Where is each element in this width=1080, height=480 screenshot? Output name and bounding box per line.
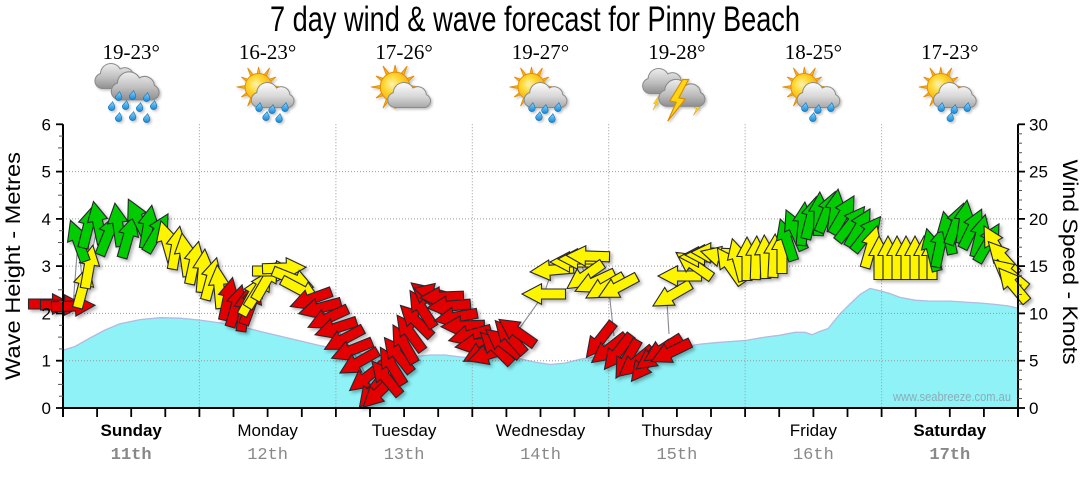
- svg-text:4: 4: [42, 210, 51, 229]
- svg-text:25: 25: [1029, 163, 1048, 182]
- svg-text:18-25°: 18-25°: [785, 40, 842, 64]
- svg-text:Tuesday: Tuesday: [372, 421, 437, 440]
- svg-text:10: 10: [1029, 304, 1048, 323]
- svg-text:1: 1: [42, 352, 51, 371]
- svg-text:15: 15: [1029, 257, 1048, 276]
- svg-text:13th: 13th: [384, 446, 425, 465]
- svg-text:Saturday: Saturday: [913, 421, 986, 440]
- svg-text:www.seabreeze.com.au: www.seabreeze.com.au: [892, 390, 1011, 404]
- svg-text:17th: 17th: [929, 446, 970, 465]
- svg-text:3: 3: [42, 257, 51, 276]
- svg-text:5: 5: [1029, 352, 1038, 371]
- svg-text:Monday: Monday: [237, 421, 298, 440]
- svg-text:17-23°: 17-23°: [921, 40, 978, 64]
- svg-text:16-23°: 16-23°: [239, 40, 296, 64]
- svg-text:11th: 11th: [111, 446, 152, 465]
- svg-text:2: 2: [42, 304, 51, 323]
- svg-text:0: 0: [1029, 399, 1038, 418]
- svg-text:16th: 16th: [793, 446, 834, 465]
- svg-text:5: 5: [42, 163, 51, 182]
- svg-text:7 day wind & wave forecast for: 7 day wind & wave forecast for Pinny Bea…: [270, 0, 800, 39]
- svg-text:Wind Speed - Knots: Wind Speed - Knots: [1058, 160, 1080, 365]
- svg-text:30: 30: [1029, 115, 1048, 134]
- svg-text:Friday: Friday: [790, 421, 838, 440]
- svg-text:Wednesday: Wednesday: [496, 421, 586, 440]
- svg-text:19-23°: 19-23°: [102, 40, 159, 64]
- svg-text:6: 6: [42, 115, 51, 134]
- svg-text:19-27°: 19-27°: [512, 40, 569, 64]
- svg-text:15th: 15th: [656, 446, 697, 465]
- svg-text:0: 0: [42, 399, 51, 418]
- svg-text:20: 20: [1029, 210, 1048, 229]
- svg-text:Sunday: Sunday: [100, 421, 162, 440]
- svg-text:14th: 14th: [520, 446, 561, 465]
- svg-text:19-28°: 19-28°: [648, 40, 705, 64]
- svg-text:Thursday: Thursday: [641, 421, 712, 440]
- svg-text:17-26°: 17-26°: [375, 40, 432, 64]
- svg-text:Wave Height - Metres: Wave Height - Metres: [2, 152, 25, 380]
- svg-text:12th: 12th: [247, 446, 288, 465]
